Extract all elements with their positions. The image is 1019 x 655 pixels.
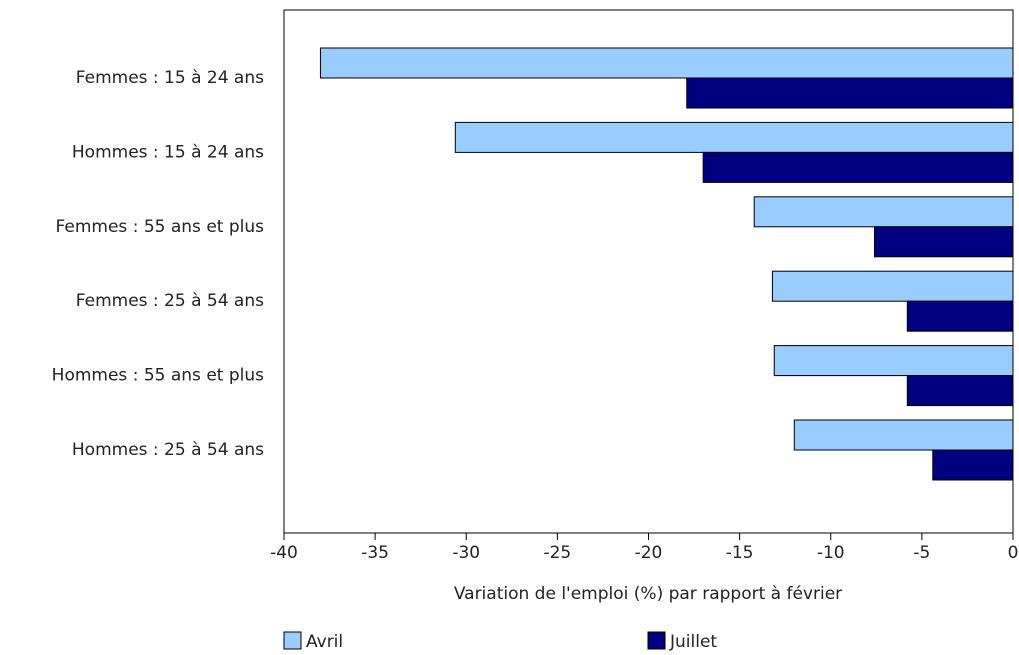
- bar: [873, 226, 1014, 258]
- x-axis-label: Variation de l'emploi (%) par rapport à …: [454, 584, 842, 604]
- bar: [906, 375, 1014, 407]
- bar: [771, 270, 1014, 302]
- x-tick-label: -25: [543, 543, 571, 563]
- y-tick-label: Femmes : 25 à 54 ans: [76, 291, 264, 311]
- bar: [793, 419, 1014, 451]
- bar: [454, 121, 1014, 153]
- bar: [906, 300, 1014, 332]
- y-tick-label: Femmes : 55 ans et plus: [56, 217, 265, 237]
- y-tick-label: Hommes : 55 ans et plus: [52, 366, 264, 386]
- x-tick-label: -20: [635, 543, 663, 563]
- y-tick-label: Femmes : 15 à 24 ans: [76, 68, 264, 88]
- bar: [702, 151, 1014, 183]
- bar: [753, 196, 1014, 228]
- x-tick-label: -5: [913, 543, 930, 563]
- bar: [319, 47, 1014, 79]
- x-tick-label: -30: [452, 543, 480, 563]
- legend-swatch: [283, 631, 302, 650]
- legend-swatch: [647, 631, 666, 650]
- x-tick-label: 0: [1008, 543, 1019, 563]
- x-tick-label: -15: [726, 543, 754, 563]
- x-tick-label: -40: [270, 543, 298, 563]
- y-tick-label: Hommes : 25 à 54 ans: [72, 440, 264, 460]
- bar: [932, 449, 1014, 481]
- bar: [773, 345, 1014, 377]
- x-tick-label: -10: [817, 543, 845, 563]
- x-tick-label: -35: [361, 543, 389, 563]
- legend-label: Avril: [306, 632, 343, 651]
- y-tick-label: Hommes : 15 à 24 ans: [72, 142, 264, 162]
- bar: [686, 77, 1014, 109]
- legend-label: Juillet: [669, 632, 717, 651]
